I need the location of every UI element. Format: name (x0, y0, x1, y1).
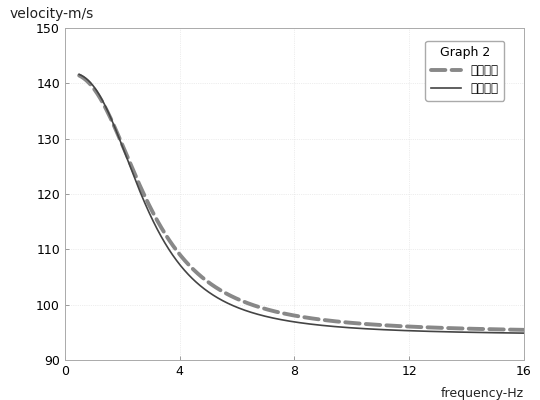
反演曲线 (459, 326, 465, 331)
反演曲线 (359, 321, 366, 326)
Line: 反演曲线: 反演曲线 (79, 76, 524, 330)
反演曲线 (334, 319, 341, 324)
正演曲线 (459, 330, 465, 334)
Line: 正演曲线: 正演曲线 (79, 74, 524, 333)
反演曲线 (413, 324, 420, 329)
Text: frequency-Hz: frequency-Hz (441, 386, 524, 400)
Legend: 反演曲线, 正演曲线: 反演曲线, 正演曲线 (426, 40, 504, 101)
反演曲线 (103, 107, 110, 112)
反演曲线 (521, 328, 527, 332)
反演曲线 (346, 320, 352, 325)
正演曲线 (359, 326, 366, 331)
正演曲线 (76, 72, 83, 77)
Text: velocity-m/s: velocity-m/s (10, 7, 94, 21)
正演曲线 (521, 331, 527, 336)
反演曲线 (76, 73, 83, 78)
正演曲线 (346, 325, 352, 330)
正演曲线 (413, 328, 420, 333)
正演曲线 (334, 324, 341, 329)
正演曲线 (103, 106, 110, 111)
